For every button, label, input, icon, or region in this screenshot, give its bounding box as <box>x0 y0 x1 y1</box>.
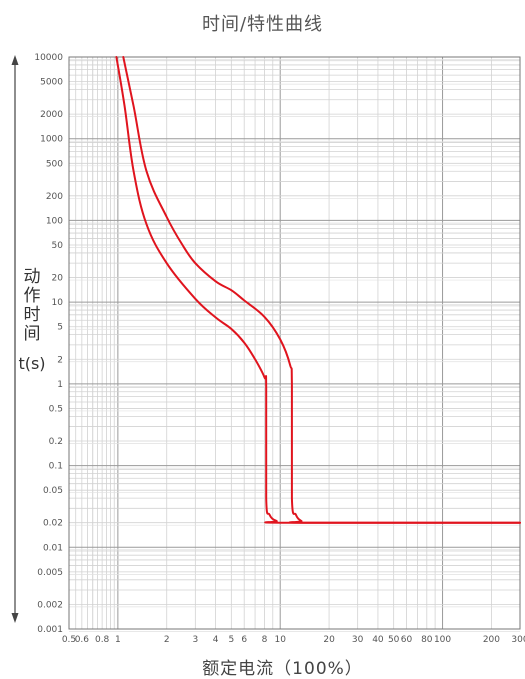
x-tick-label: 80 <box>421 635 433 645</box>
y-tick-label: 10 <box>52 298 64 308</box>
y-axis-arrow-down-icon <box>11 613 19 623</box>
y-axis-label-text: 动作时间 <box>23 267 41 344</box>
y-tick-label: 2000 <box>40 110 63 120</box>
x-tick-label: 0.6 <box>75 635 90 645</box>
y-tick-label: 0.2 <box>49 437 63 447</box>
y-tick-label: 5 <box>57 323 63 333</box>
x-tick-label: 2 <box>164 635 170 645</box>
y-tick-label: 0.005 <box>37 568 63 578</box>
x-tick-label: 200 <box>483 635 500 645</box>
x-tick-label: 100 <box>434 635 451 645</box>
y-tick-label: 10000 <box>34 53 63 63</box>
y-tick-label: 0.002 <box>37 600 63 610</box>
y-tick-label: 1 <box>57 380 63 390</box>
x-tick-label: 0.8 <box>95 635 110 645</box>
x-tick-label: 60 <box>401 635 413 645</box>
x-tick-label: 300 <box>511 635 525 645</box>
y-tick-label: 20 <box>52 274 64 284</box>
x-tick-label: 4 <box>213 635 219 645</box>
x-tick-label: 10 <box>274 635 286 645</box>
y-tick-label: 0.5 <box>49 404 63 414</box>
x-tick-label: 30 <box>352 635 364 645</box>
y-tick-label: 0.1 <box>49 462 63 472</box>
y-tick-label: 0.05 <box>43 486 63 496</box>
y-tick-label: 0.02 <box>43 519 63 529</box>
y-tick-label: 0.001 <box>37 625 63 635</box>
x-tick-label: 8 <box>262 635 268 645</box>
y-axis-label: 动作时间 t(s) <box>18 267 46 374</box>
x-tick-label: 20 <box>323 635 335 645</box>
x-tick-label: 40 <box>372 635 384 645</box>
y-tick-label: 0.01 <box>43 543 63 553</box>
x-tick-label: 0.5 <box>62 635 76 645</box>
y-tick-label: 100 <box>46 216 63 226</box>
plot-frame <box>68 56 521 630</box>
x-tick-label: 5 <box>228 635 234 645</box>
curves <box>115 56 521 524</box>
y-tick-label: 2 <box>57 355 63 365</box>
x-tick-label: 3 <box>192 635 198 645</box>
y-axis-label-unit: t(s) <box>18 354 46 373</box>
grid <box>68 56 521 632</box>
x-axis-label: 额定电流（100%） <box>202 659 363 679</box>
y-tick-label: 5000 <box>40 78 63 88</box>
x-tick-label: 6 <box>241 635 247 645</box>
y-axis-arrow-up-icon <box>11 55 19 65</box>
tick-labels: 100005000200010005002001005020105210.50.… <box>34 53 525 645</box>
x-tick-label: 50 <box>388 635 400 645</box>
trip-curve-2 <box>122 56 521 524</box>
y-tick-label: 200 <box>46 192 63 202</box>
x-tick-label: 1 <box>115 635 121 645</box>
trip-curve-1 <box>115 56 521 524</box>
chart-title: 时间/特性曲线 <box>201 14 324 35</box>
y-tick-label: 1000 <box>40 135 63 145</box>
y-tick-label: 500 <box>46 159 63 169</box>
y-tick-label: 50 <box>52 241 64 251</box>
